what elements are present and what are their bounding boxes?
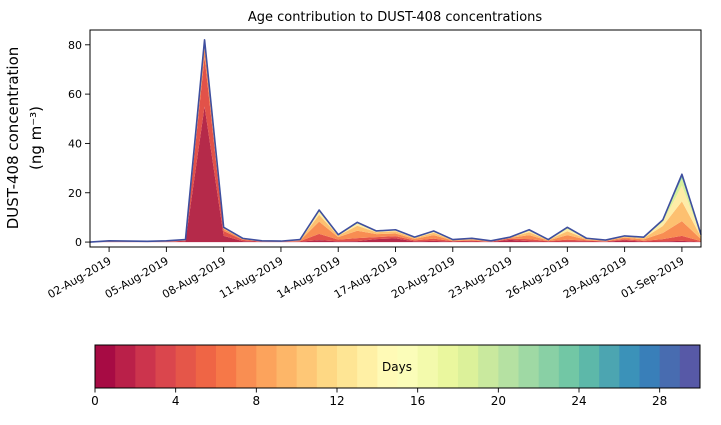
plot-border xyxy=(89,29,702,248)
y-tick-label: 20 xyxy=(68,187,82,200)
colorbar-segment xyxy=(538,345,560,388)
colorbar-segment xyxy=(357,345,378,388)
x-tick-label: 29-Aug-2019 xyxy=(561,254,629,301)
area-series-0-4-days xyxy=(90,106,701,243)
colorbar-tick-label: 16 xyxy=(410,394,425,408)
colorbar-segment xyxy=(195,345,217,388)
colorbar-segment xyxy=(599,345,620,388)
colorbar-segment xyxy=(679,345,701,388)
x-tick-label: 02-Aug-2019 xyxy=(45,254,113,301)
colorbar-segment xyxy=(256,345,277,388)
colorbar-segment xyxy=(397,345,419,388)
colorbar-segment xyxy=(175,345,197,388)
colorbar-tick-label: 0 xyxy=(91,394,99,408)
y-tick-label: 40 xyxy=(68,137,82,150)
area-series-4-8-days xyxy=(90,57,701,243)
colorbar-segment xyxy=(296,345,318,388)
y-axis-label-line1: DUST-408 concentration xyxy=(4,47,22,230)
x-tick-label: 11-Aug-2019 xyxy=(217,254,285,301)
colorbar-segment xyxy=(155,345,177,388)
stacked-areas xyxy=(90,39,701,243)
x-tick-label: 17-Aug-2019 xyxy=(332,254,400,301)
colorbar-segment xyxy=(498,345,519,388)
colorbar-segment xyxy=(458,345,479,388)
chart-title: Age contribution to DUST-408 concentrati… xyxy=(248,10,543,25)
colorbar-segment xyxy=(437,345,459,388)
colorbar-tick-label: 8 xyxy=(253,394,261,408)
colorbar-segment xyxy=(377,345,398,388)
colorbar-segment xyxy=(95,345,116,388)
colorbar-segment xyxy=(518,345,540,388)
colorbar-segment xyxy=(316,345,338,388)
area-series-20-24-days xyxy=(90,40,701,243)
x-tick-label: 05-Aug-2019 xyxy=(103,254,171,301)
x-tick-label: 08-Aug-2019 xyxy=(160,254,228,301)
x-axis-ticks: 02-Aug-201905-Aug-201908-Aug-201911-Aug-… xyxy=(45,247,686,301)
colorbar-segment xyxy=(216,345,237,388)
colorbar-segment xyxy=(579,345,600,388)
x-tick-label: 26-Aug-2019 xyxy=(504,254,572,301)
area-series-16-20-days xyxy=(90,41,701,243)
colorbar-tick-label: 4 xyxy=(172,394,180,408)
colorbar-segment xyxy=(236,345,257,388)
colorbar-segment xyxy=(558,345,580,388)
colorbar-tick-label: 28 xyxy=(652,394,667,408)
total-outline xyxy=(89,39,702,243)
colorbar-segment xyxy=(619,345,640,388)
colorbar-tick-label: 12 xyxy=(329,394,344,408)
colorbar-segment xyxy=(417,345,439,388)
y-tick-label: 80 xyxy=(68,39,82,52)
y-tick-label: 0 xyxy=(75,236,82,249)
colorbar-segment xyxy=(135,345,156,388)
colorbar-tick-label: 20 xyxy=(491,394,506,408)
colorbar-segment xyxy=(115,345,136,388)
colorbar-segment xyxy=(659,345,681,388)
colorbar-segment xyxy=(478,345,499,388)
area-series-24-28-days xyxy=(90,40,701,243)
x-tick-label: 01-Sep-2019 xyxy=(619,254,687,301)
x-tick-label: 23-Aug-2019 xyxy=(446,254,514,301)
y-axis-ticks: 0 20 40 60 80 xyxy=(68,39,90,249)
area-series-28+-days xyxy=(90,39,701,243)
colorbar-tick-label: 24 xyxy=(571,394,586,408)
colorbar-segment xyxy=(276,345,298,388)
x-tick-label: 14-Aug-2019 xyxy=(275,254,343,301)
area-series-12-16-days xyxy=(90,43,701,243)
colorbar-label: Days xyxy=(382,360,412,374)
colorbar-border xyxy=(94,344,701,389)
colorbar-segment xyxy=(639,345,661,388)
colorbar: 0 4 8 12 16 20 24 28 xyxy=(91,344,701,408)
area-series-8-12-days xyxy=(90,47,701,243)
colorbar-segment xyxy=(337,345,358,388)
y-tick-label: 60 xyxy=(68,88,82,101)
x-tick-label: 20-Aug-2019 xyxy=(389,254,457,301)
y-axis-label-line2: (ng m⁻³) xyxy=(27,106,45,170)
